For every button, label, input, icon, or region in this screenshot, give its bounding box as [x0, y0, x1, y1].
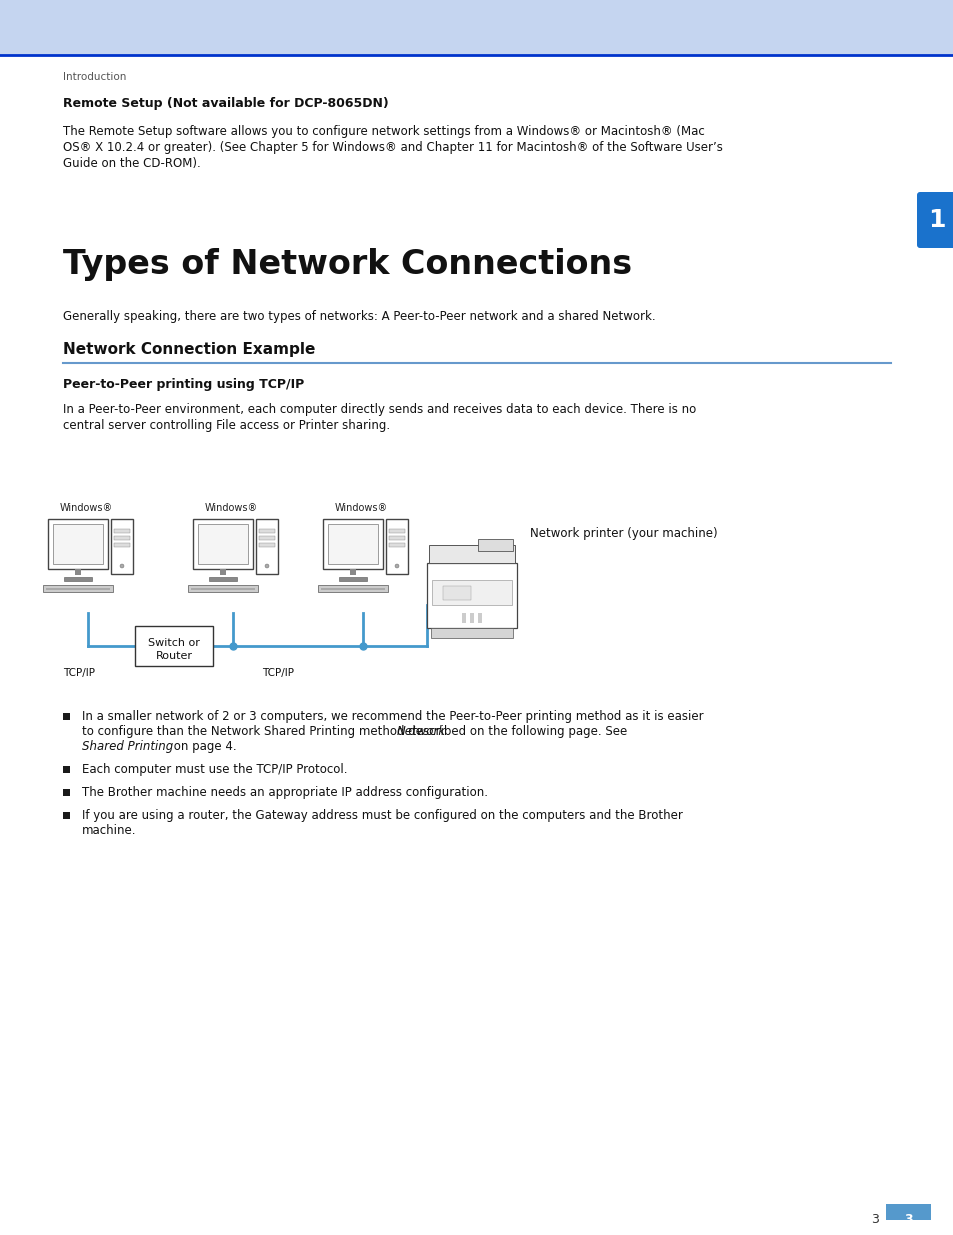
Bar	[477, 613, 481, 622]
Text: Shared Printing: Shared Printing	[82, 740, 173, 753]
Bar	[323, 519, 382, 569]
Text: 3: 3	[870, 1213, 878, 1226]
Text: Each computer must use the TCP/IP Protocol.: Each computer must use the TCP/IP Protoc…	[82, 763, 347, 776]
Text: Peer-to-Peer printing using TCP/IP: Peer-to-Peer printing using TCP/IP	[63, 378, 304, 391]
Bar	[63, 789, 70, 797]
Text: Types of Network Connections: Types of Network Connections	[63, 248, 632, 282]
Text: Windows®: Windows®	[335, 503, 388, 513]
Text: central server controlling File access or Printer sharing.: central server controlling File access o…	[63, 419, 390, 432]
Bar	[64, 577, 91, 580]
Circle shape	[395, 564, 398, 568]
Bar	[188, 585, 257, 592]
Text: Windows®: Windows®	[205, 503, 258, 513]
Bar	[317, 585, 388, 592]
Bar	[48, 519, 108, 569]
Text: Generally speaking, there are two types of networks: A Peer-to-Peer network and : Generally speaking, there are two types …	[63, 310, 655, 324]
Circle shape	[265, 564, 269, 568]
Bar	[470, 613, 474, 622]
Text: OS® X 10.2.4 or greater). (See Chapter 5 for Windows® and Chapter 11 for Macinto: OS® X 10.2.4 or greater). (See Chapter 5…	[63, 141, 722, 154]
Bar	[338, 577, 367, 580]
Bar	[432, 580, 512, 605]
Text: Introduction: Introduction	[63, 72, 126, 82]
Bar	[198, 524, 248, 564]
Bar	[111, 519, 132, 574]
Text: machine.: machine.	[82, 824, 136, 837]
Bar	[193, 519, 253, 569]
Text: The Remote Setup software allows you to configure network settings from a Window: The Remote Setup software allows you to …	[63, 125, 704, 138]
Bar	[431, 627, 513, 637]
Text: In a smaller network of 2 or 3 computers, we recommend the Peer-to-Peer printing: In a smaller network of 2 or 3 computers…	[82, 710, 703, 722]
Bar	[113, 529, 130, 534]
Bar	[43, 585, 112, 592]
Text: Network Connection Example: Network Connection Example	[63, 342, 315, 357]
Bar	[46, 588, 110, 590]
Bar	[389, 543, 405, 547]
Bar	[429, 545, 515, 562]
Bar	[258, 529, 274, 534]
Text: TCP/IP: TCP/IP	[63, 668, 95, 678]
Text: Switch or: Switch or	[148, 638, 200, 648]
Bar	[220, 569, 226, 576]
Bar	[113, 536, 130, 540]
Bar	[0, 0, 953, 56]
Bar	[389, 536, 405, 540]
Text: Windows®: Windows®	[60, 503, 113, 513]
Bar	[427, 562, 517, 627]
Bar	[113, 543, 130, 547]
Text: 3: 3	[903, 1213, 912, 1226]
Text: In a Peer-to-Peer environment, each computer directly sends and receives data to: In a Peer-to-Peer environment, each comp…	[63, 403, 696, 416]
Bar	[885, 1204, 930, 1220]
Text: The Brother machine needs an appropriate IP address configuration.: The Brother machine needs an appropriate…	[82, 785, 488, 799]
Bar	[477, 538, 513, 551]
Bar	[258, 543, 274, 547]
Text: Remote Setup (Not available for DCP-8065DN): Remote Setup (Not available for DCP-8065…	[63, 98, 388, 110]
Bar	[135, 626, 213, 666]
Circle shape	[120, 564, 124, 568]
Text: Guide on the CD-ROM).: Guide on the CD-ROM).	[63, 157, 200, 170]
Bar	[191, 588, 254, 590]
Text: Network: Network	[396, 725, 446, 739]
Bar	[258, 536, 274, 540]
Text: 1: 1	[927, 207, 944, 232]
Text: Router: Router	[155, 651, 193, 661]
Bar	[442, 585, 471, 600]
Bar	[386, 519, 408, 574]
Bar	[461, 613, 465, 622]
Bar	[328, 524, 377, 564]
Bar	[53, 524, 103, 564]
Text: TCP/IP: TCP/IP	[262, 668, 294, 678]
Bar	[63, 766, 70, 773]
Bar	[350, 569, 355, 576]
Bar	[320, 588, 385, 590]
Text: If you are using a router, the Gateway address must be configured on the compute: If you are using a router, the Gateway a…	[82, 809, 682, 823]
Bar	[63, 713, 70, 720]
FancyBboxPatch shape	[916, 191, 953, 248]
Bar	[209, 577, 236, 580]
Bar	[389, 529, 405, 534]
Bar	[255, 519, 277, 574]
Bar	[63, 811, 70, 819]
Text: on page 4.: on page 4.	[170, 740, 236, 753]
Text: to configure than the Network Shared Printing method described on the following : to configure than the Network Shared Pri…	[82, 725, 630, 739]
Text: Network printer (your machine): Network printer (your machine)	[530, 527, 717, 540]
Bar	[75, 569, 81, 576]
